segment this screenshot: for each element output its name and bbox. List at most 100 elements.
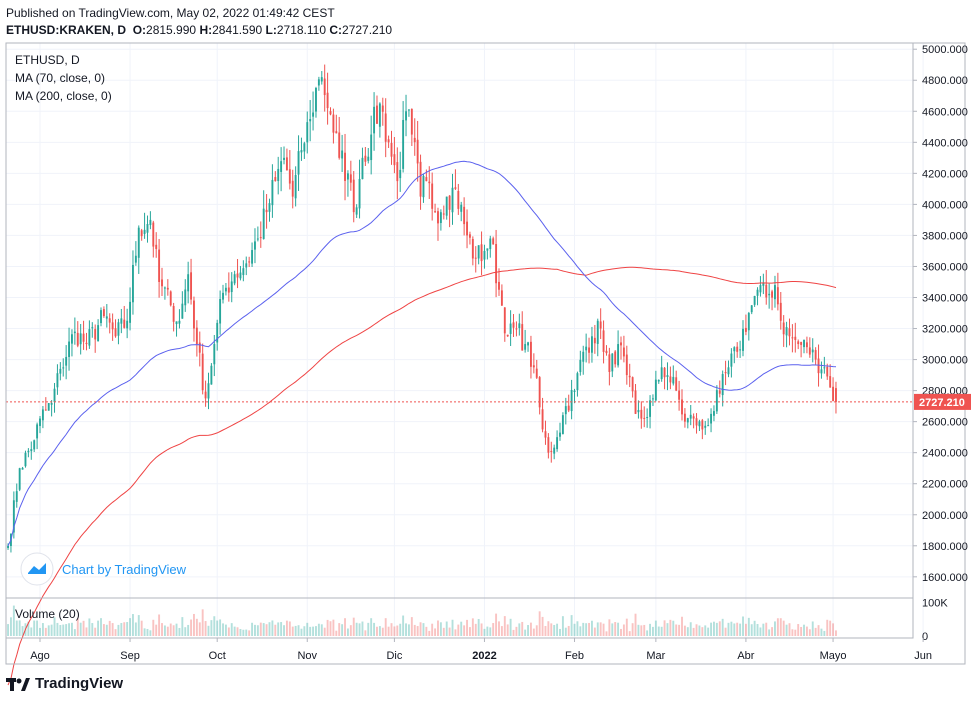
candle-body	[756, 289, 759, 296]
candle-body	[730, 353, 733, 367]
candle-body	[285, 157, 288, 171]
candle-body	[178, 320, 181, 324]
tradingview-badge[interactable]: Chart by TradingView	[20, 552, 186, 586]
candle-body	[108, 318, 111, 323]
candle-body	[625, 354, 628, 376]
volume-bar	[27, 621, 30, 636]
volume-bar	[254, 624, 256, 636]
volume-tick-label: 100K	[922, 597, 948, 609]
legend-ma200[interactable]: MA (200, close, 0)	[15, 89, 112, 103]
tradingview-logo[interactable]: TradingView	[6, 675, 123, 692]
volume-bar	[750, 624, 753, 636]
candle-body	[407, 109, 410, 111]
volume-bar	[521, 621, 524, 636]
candle-body	[355, 207, 358, 215]
volume-bar	[544, 626, 547, 636]
volume-bar	[100, 618, 102, 636]
volume-bar	[184, 627, 187, 636]
candle-body	[134, 255, 137, 263]
candle-body	[495, 244, 498, 284]
candle-body	[527, 342, 529, 346]
volume-bar	[500, 626, 503, 636]
candle-body	[97, 325, 100, 342]
volume-bar	[53, 617, 56, 636]
volume-bar	[515, 626, 518, 636]
candle-body	[303, 143, 306, 152]
volume-bar	[800, 626, 803, 636]
volume-bar	[439, 622, 442, 636]
candle-body	[230, 281, 233, 293]
candle-body	[480, 244, 483, 262]
volume-bar	[713, 621, 715, 636]
time-tick-label: Mayo	[820, 650, 847, 662]
time-tick-label: Abr	[737, 650, 754, 662]
candle-body	[727, 367, 730, 375]
price-tick-label: 3600.000	[922, 261, 968, 273]
candle-body	[759, 285, 762, 293]
candle-body	[454, 187, 457, 189]
price-tick-label: 4800.000	[922, 75, 968, 87]
volume-bar	[788, 623, 791, 636]
volume-bar	[332, 619, 335, 636]
candle-body	[515, 328, 518, 330]
candle-body	[692, 416, 695, 419]
time-tick-label: Dic	[386, 650, 402, 662]
volume-bar	[620, 628, 622, 636]
high-label: H:	[199, 23, 213, 37]
volume-bar	[710, 622, 713, 636]
tradingview-logo-icon	[6, 677, 30, 691]
volume-bar	[803, 624, 805, 636]
volume-bar	[567, 625, 570, 636]
high-value: 2841.590	[212, 23, 263, 37]
volume-bar	[193, 613, 195, 636]
candle-body	[7, 545, 9, 548]
volume-bar	[166, 626, 169, 636]
candle-body	[742, 328, 744, 351]
volume-bar	[457, 624, 460, 636]
volume-bar	[628, 631, 631, 636]
candle-body	[643, 417, 646, 419]
candle-body	[829, 376, 832, 388]
volume-bar	[683, 625, 686, 636]
candle-body	[21, 467, 24, 470]
volume-bar	[756, 624, 759, 636]
last-price-tag-text: 2727.210	[919, 397, 965, 409]
volume-bar	[309, 626, 312, 636]
candle-body	[489, 238, 492, 250]
candle-body	[556, 437, 559, 450]
candle-body	[518, 323, 521, 329]
volume-bar	[108, 620, 111, 636]
volume-bar	[675, 624, 678, 636]
volume-bar	[518, 623, 521, 636]
candle-body	[41, 409, 44, 421]
volume-bar	[564, 627, 567, 636]
price-axis[interactable]: 5000.000 4800.000 4600.000 4400.000 4200.000…	[913, 44, 968, 584]
candle-body	[329, 111, 332, 115]
candle-body	[190, 272, 193, 300]
volume-bar	[39, 627, 41, 636]
legend-volume[interactable]: Volume (20)	[15, 607, 80, 621]
time-axis[interactable]: Ago Sep Oct Nov Dic 2022 Feb Mar Abr Mayo Jun	[30, 638, 932, 662]
volume-bar	[445, 621, 448, 636]
candle-body	[439, 212, 442, 224]
volume-bar	[195, 618, 198, 636]
volume-bar	[149, 630, 152, 636]
candle-body	[39, 418, 41, 426]
volume-bar	[413, 624, 416, 636]
candle-body	[143, 229, 146, 234]
candle-body	[47, 403, 50, 411]
candle-body	[416, 139, 419, 164]
volume-bar	[591, 620, 593, 636]
candle-body	[445, 196, 448, 216]
candle-body	[30, 449, 33, 452]
candle-body	[466, 221, 468, 236]
volume-bar	[65, 624, 68, 636]
volume-bar	[538, 611, 541, 636]
volume-bar	[102, 624, 105, 636]
legend-ma70[interactable]: MA (70, close, 0)	[15, 71, 106, 85]
candle-body	[803, 339, 805, 348]
volume-bar	[416, 626, 419, 636]
candle-body	[547, 437, 550, 453]
volume-bar	[524, 629, 527, 636]
